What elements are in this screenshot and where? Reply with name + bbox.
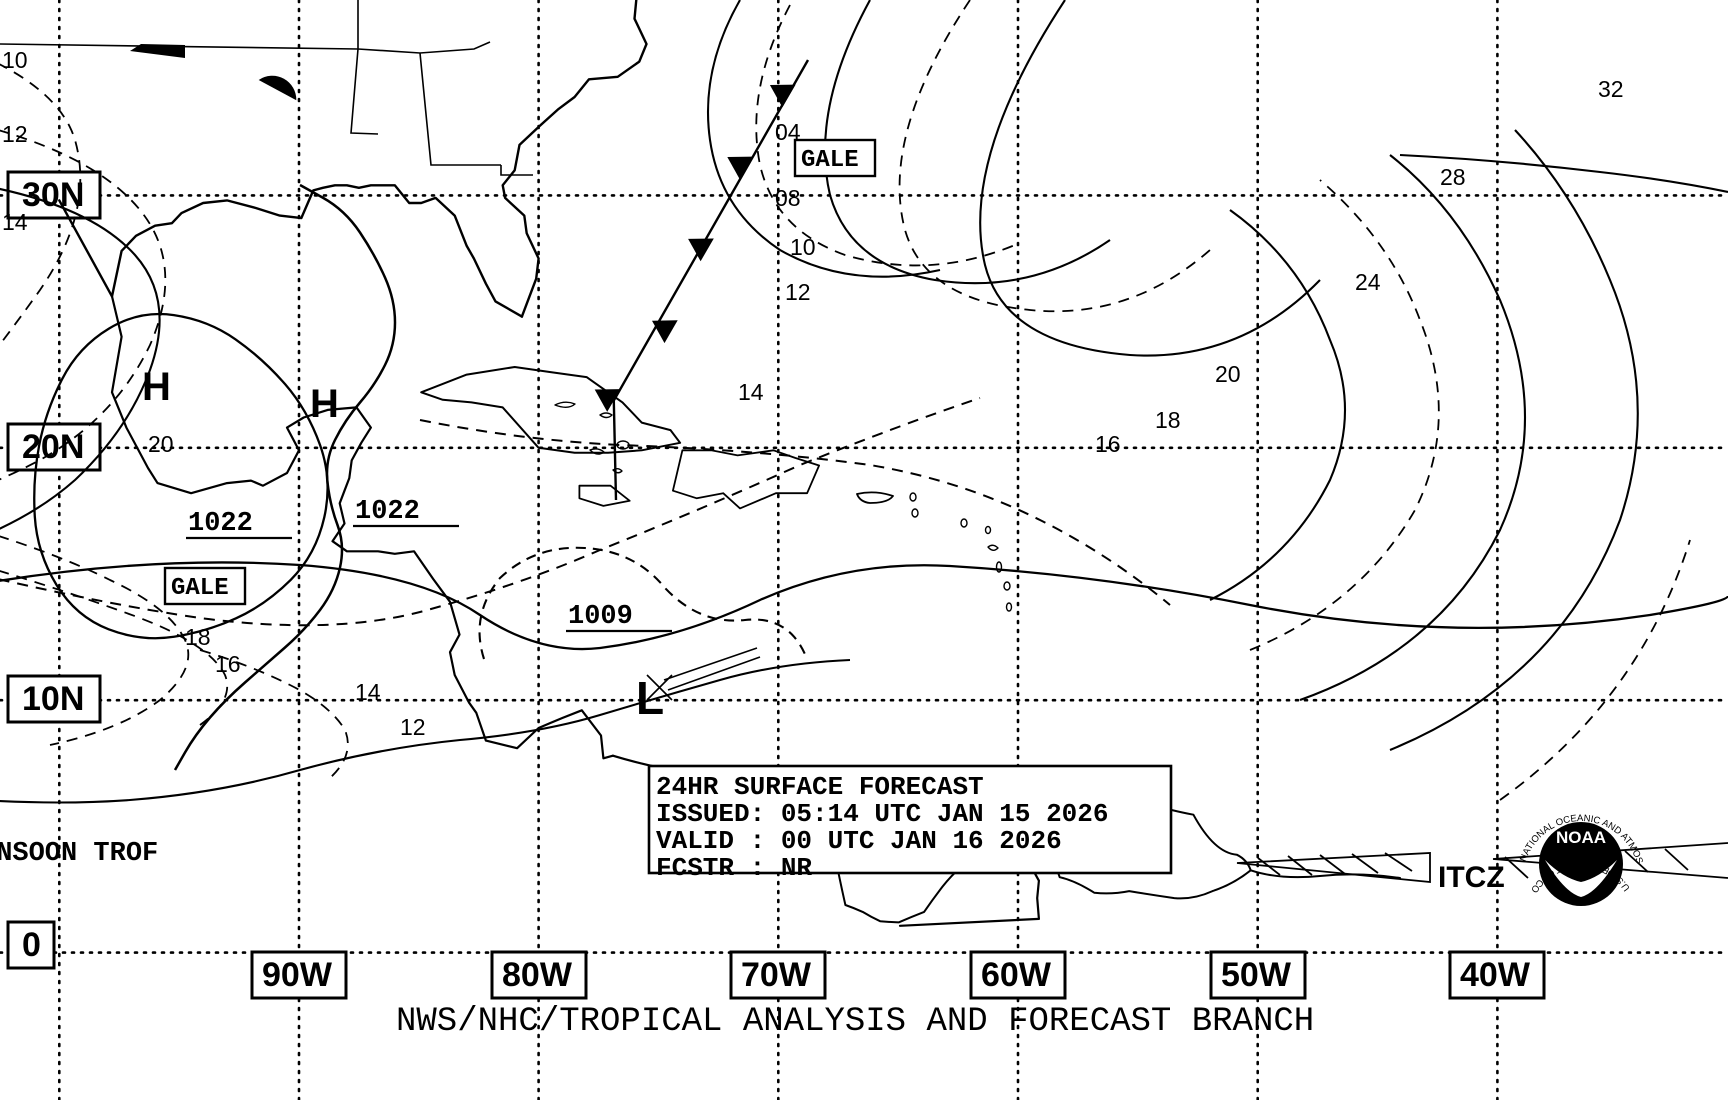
svg-text:90W: 90W (262, 956, 333, 994)
svg-text:70W: 70W (741, 956, 812, 994)
svg-text:08: 08 (775, 185, 801, 211)
svg-text:NWS/NHC/TROPICAL ANALYSIS AND: NWS/NHC/TROPICAL ANALYSIS AND FORECAST B… (396, 1003, 1314, 1041)
svg-text:10: 10 (2, 47, 28, 73)
svg-text:14: 14 (2, 209, 28, 235)
svg-text:14: 14 (738, 379, 764, 405)
svg-text:16: 16 (1095, 431, 1121, 457)
svg-text:60W: 60W (981, 956, 1052, 994)
svg-text:40W: 40W (1460, 956, 1531, 994)
svg-text:24: 24 (1355, 269, 1381, 295)
svg-text:ITCZ: ITCZ (1438, 861, 1505, 894)
svg-text:30N: 30N (22, 176, 84, 214)
svg-text:24HR SURFACE FORECAST: 24HR SURFACE FORECAST (656, 772, 984, 802)
svg-text:16: 16 (215, 651, 241, 677)
svg-text:10: 10 (790, 234, 816, 260)
svg-text:20: 20 (1215, 361, 1241, 387)
svg-text:14: 14 (355, 679, 381, 705)
svg-text:1022: 1022 (188, 509, 253, 539)
svg-text:32: 32 (1598, 76, 1624, 102)
svg-text:18: 18 (1155, 407, 1181, 433)
svg-text:FCSTR : NR: FCSTR : NR (656, 853, 812, 883)
svg-text:20N: 20N (22, 428, 84, 466)
svg-text:GALE: GALE (171, 575, 229, 602)
svg-text:ONSOON TROF: ONSOON TROF (0, 839, 158, 869)
svg-text:12: 12 (400, 714, 426, 740)
svg-text:NOAA: NOAA (1556, 828, 1606, 847)
svg-text:GALE: GALE (801, 147, 859, 174)
svg-text:10N: 10N (22, 680, 84, 718)
svg-text:1009: 1009 (568, 602, 633, 632)
svg-text:H: H (142, 365, 171, 409)
svg-text:80W: 80W (502, 956, 573, 994)
svg-text:18: 18 (185, 624, 211, 650)
svg-text:H: H (310, 382, 339, 426)
svg-text:0: 0 (22, 926, 41, 964)
svg-text:50W: 50W (1221, 956, 1292, 994)
svg-text:VALID : 00 UTC JAN 16 2026: VALID : 00 UTC JAN 16 2026 (656, 826, 1062, 856)
svg-text:ISSUED: 05:14 UTC JAN 15 2026: ISSUED: 05:14 UTC JAN 15 2026 (656, 799, 1108, 829)
svg-text:1022: 1022 (355, 497, 420, 527)
svg-text:20: 20 (148, 431, 174, 457)
svg-text:12: 12 (2, 121, 28, 147)
svg-text:28: 28 (1440, 164, 1466, 190)
svg-text:12: 12 (785, 279, 811, 305)
